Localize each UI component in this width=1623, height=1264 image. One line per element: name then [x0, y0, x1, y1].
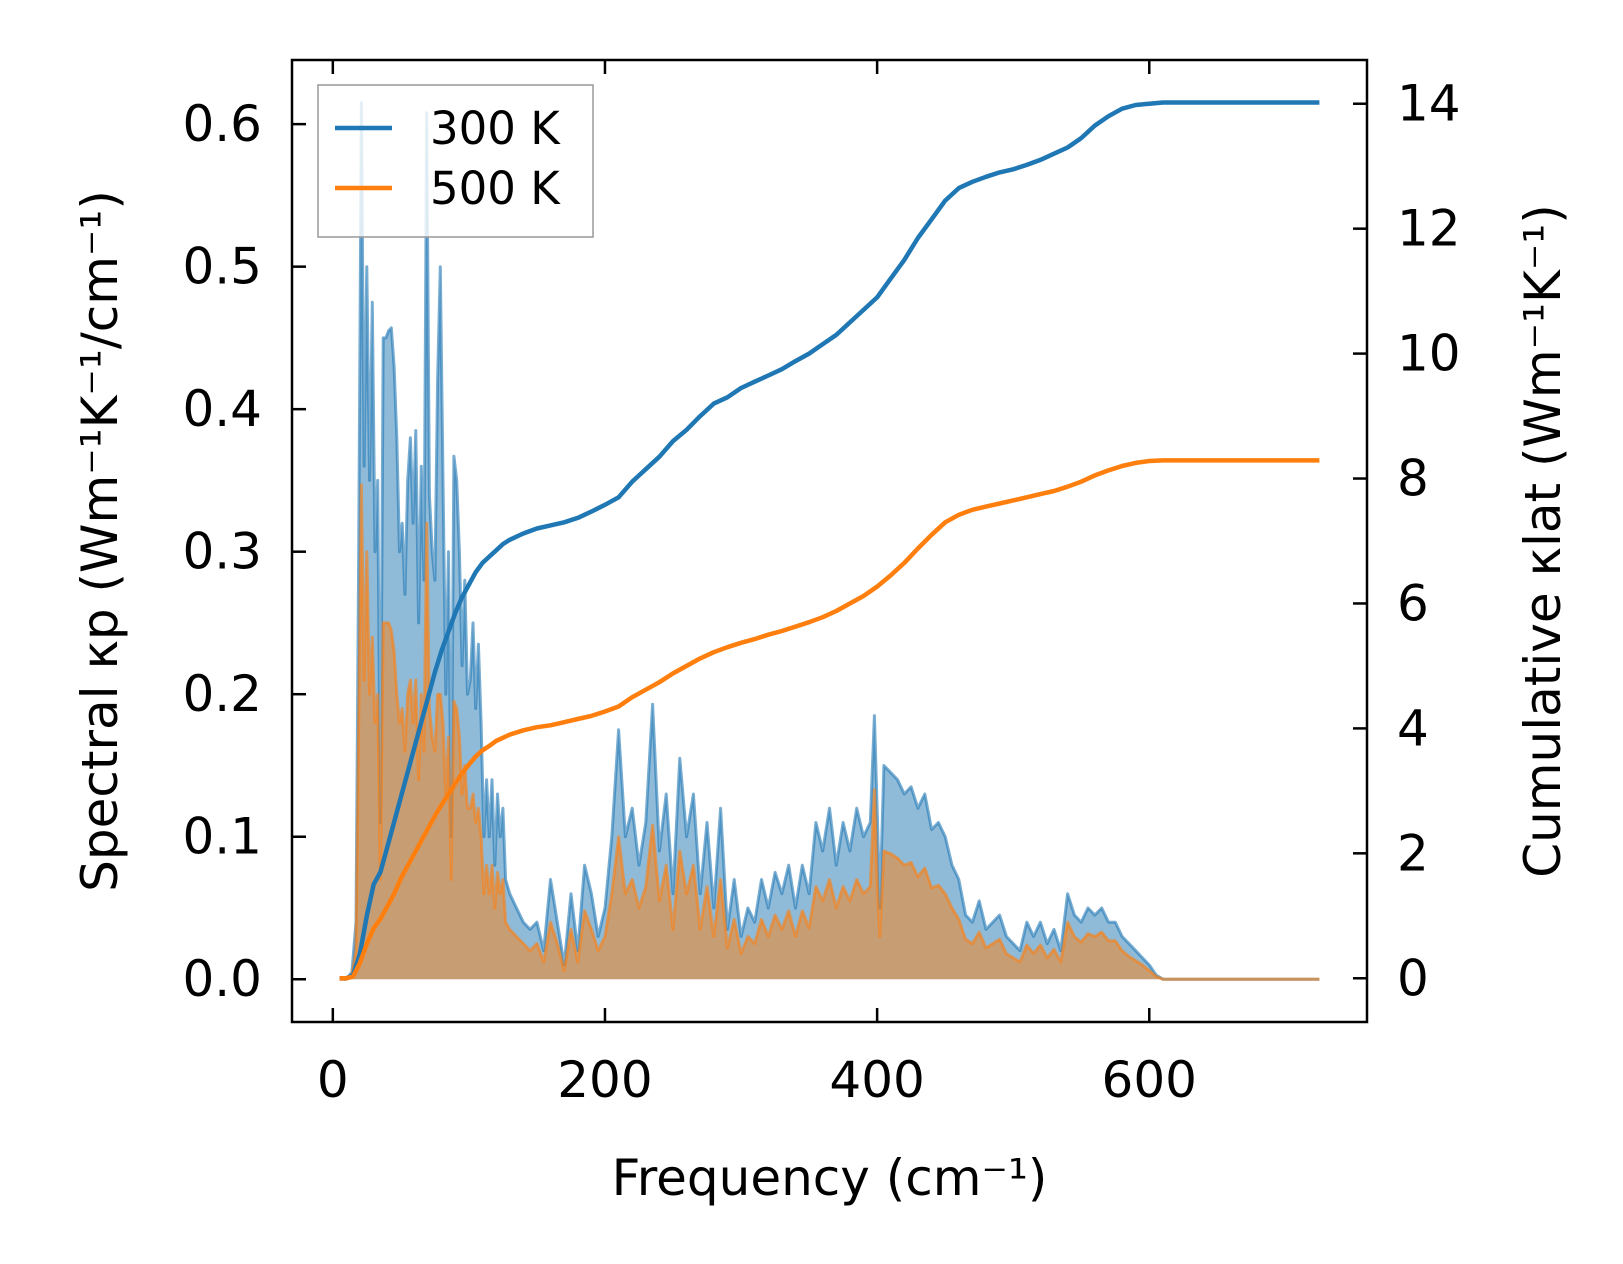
cumulative-line-300-k: [339, 100, 1320, 981]
spectral-line-500-k: [339, 483, 1320, 981]
y-tick-label-right: 6: [1397, 574, 1429, 632]
y-tick-label-left: 0.5: [182, 238, 262, 296]
y-tick-label-left: 0.6: [182, 95, 262, 153]
plot-frame: [290, 58, 1369, 1024]
legend-label-500-k: 500 K: [430, 162, 561, 215]
series-line-layer: [339, 100, 1320, 981]
x-tick-label: 600: [1102, 1051, 1197, 1109]
y-tick-label-right: 8: [1397, 450, 1429, 508]
tick-layer: 0 200 400 600 0.0 0.1 0.2 0.3 0.4 0.5 0.6 0 2 4 6 8 10 12…: [182, 60, 1461, 1109]
y-tick-label-left: 0.0: [182, 950, 262, 1008]
legend: 300 K 500 K: [317, 84, 594, 238]
y-tick-label-left: 0.1: [182, 808, 262, 866]
spectral-fill-layer: [339, 101, 1320, 981]
x-axis-label: Frequency (cm⁻¹): [612, 1149, 1048, 1207]
legend-box: [317, 84, 594, 238]
y-tick-label-right: 12: [1397, 200, 1461, 258]
x-tick-label: 0: [317, 1051, 349, 1109]
spectral-line-300-k: [339, 101, 1320, 981]
y-tick-label-right: 10: [1397, 325, 1461, 383]
y-tick-label-left: 0.2: [182, 665, 262, 723]
y-tick-label-left: 0.4: [182, 380, 262, 438]
x-tick-label: 400: [829, 1051, 924, 1109]
x-tick-label: 200: [557, 1051, 652, 1109]
y-tick-label-right: 2: [1397, 824, 1429, 882]
legend-label-300-k: 300 K: [430, 102, 561, 155]
cumulative-line-500-k: [339, 458, 1320, 981]
y-tick-label-right: 4: [1397, 699, 1429, 757]
y-tick-label-left: 0.3: [182, 523, 262, 581]
y-axis-label-right: Cumulative κlat (Wm⁻¹K⁻¹): [1514, 204, 1572, 878]
y-tick-label-right: 14: [1397, 75, 1461, 133]
y-axis-label-left: Spectral κp (Wm⁻¹K⁻¹/cm⁻¹): [71, 190, 129, 892]
y-tick-label-right: 0: [1397, 949, 1429, 1007]
